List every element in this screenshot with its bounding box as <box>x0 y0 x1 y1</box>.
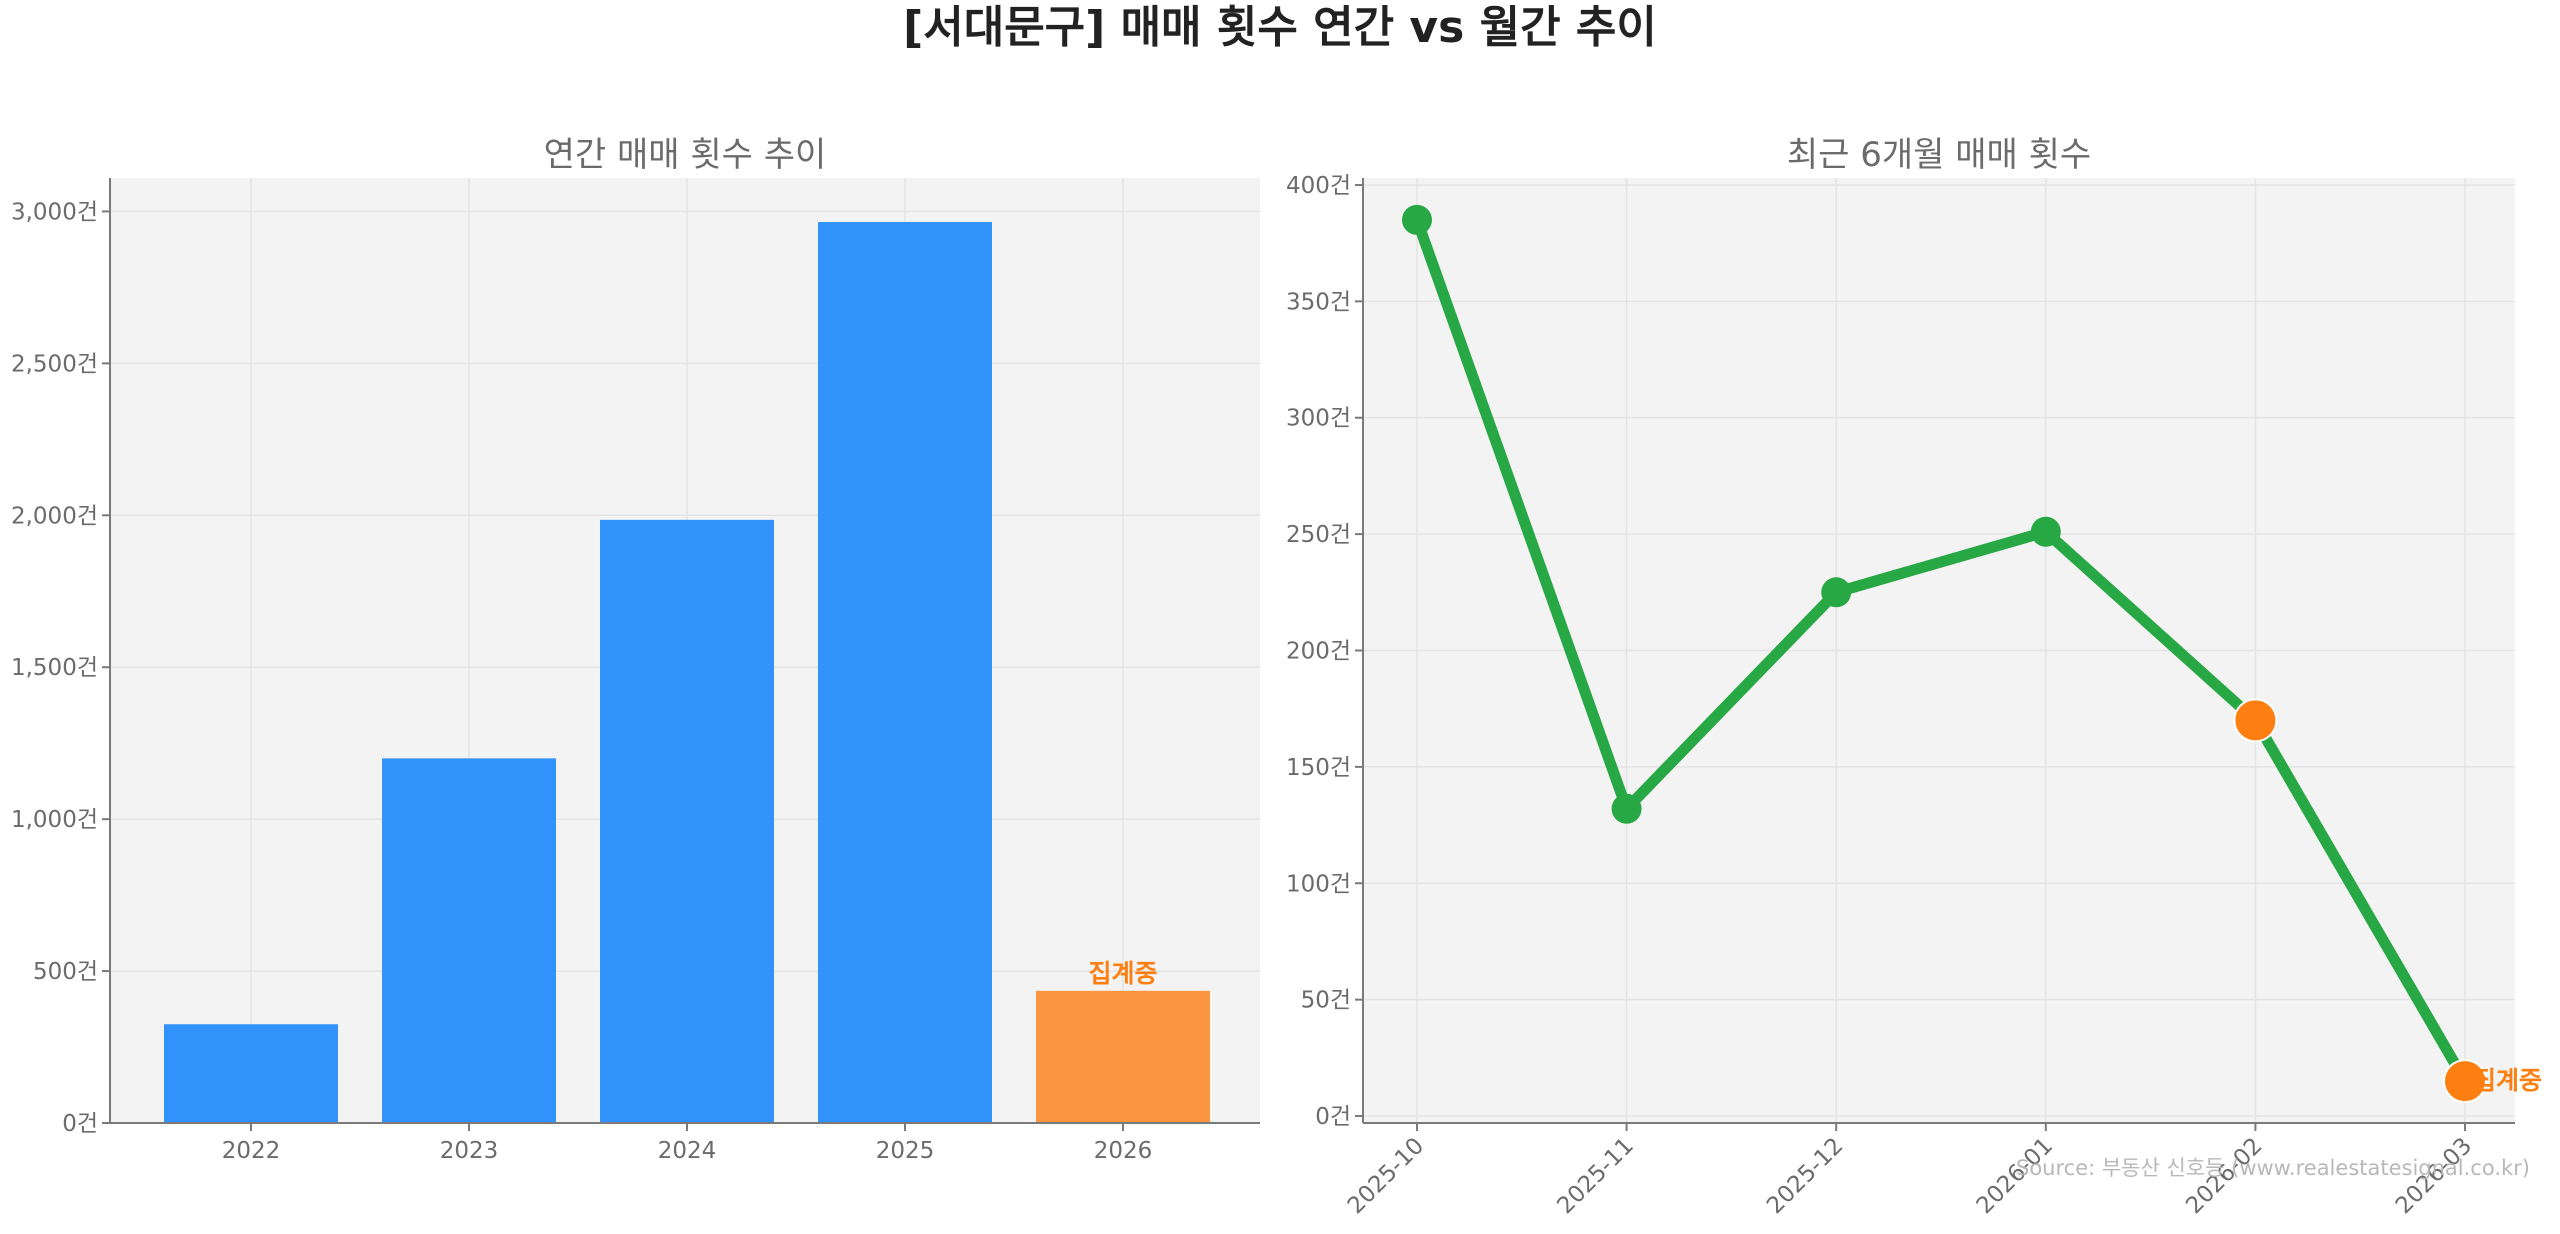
annual-x-tick-label: 2023 <box>440 1138 499 1164</box>
annual-y-tick-label: 500건 <box>33 959 98 985</box>
annual-partial-label: 집계중 <box>1088 959 1157 988</box>
monthly-point <box>2030 516 2061 547</box>
monthly-y-tick-label: 150건 <box>1286 755 1351 781</box>
monthly-y-tick-label: 100건 <box>1286 871 1351 897</box>
annual-y-tick-label: 1,500건 <box>11 655 98 681</box>
monthly-y-tick-label: 350건 <box>1286 289 1351 315</box>
annual-y-tick-label: 3,000건 <box>11 199 98 225</box>
monthly-point-partial <box>2443 1059 2487 1104</box>
monthly-y-tick-label: 0건 <box>1315 1104 1351 1130</box>
annual-bar <box>818 222 992 1124</box>
monthly-y-tick-label: 50건 <box>1301 988 1351 1014</box>
monthly-point-partial <box>2233 698 2278 743</box>
annual-y-tick-label: 0건 <box>62 1111 98 1137</box>
annual-y-tick-label: 2,000건 <box>11 503 98 529</box>
annual-bar <box>382 758 556 1123</box>
annual-x-tick-label: 2022 <box>222 1138 281 1164</box>
monthly-chart-title: 최근 6개월 매매 횟수 <box>1787 135 2091 175</box>
annual-y-tick-label: 1,000건 <box>11 807 98 833</box>
monthly-partial-label: 집계중 <box>2473 1066 2542 1095</box>
monthly-y-tick-label: 400건 <box>1286 173 1351 199</box>
monthly-series-line <box>1411 214 2471 1087</box>
monthly-y-tick-label: 300건 <box>1286 406 1351 432</box>
annual-bar-partial <box>1036 990 1210 1123</box>
annual-bar <box>164 1024 338 1123</box>
monthly-point <box>1611 793 1642 824</box>
monthly-point <box>1402 204 1432 235</box>
monthly-x-tick-label: 2025-11 <box>1552 1133 1638 1219</box>
annual-bar-chart: 연간 매매 횟수 추이 집계중 0건 500건 1,000건 1,500건 2,000건… <box>11 135 1260 1164</box>
annual-bar <box>600 519 774 1123</box>
monthly-y-tick-label: 200건 <box>1286 639 1351 665</box>
monthly-x-tick-label: 2025-12 <box>1762 1133 1848 1219</box>
monthly-line-chart: 최근 6개월 매매 횟수 집계중 0건 50건 100건 150건 200건 250건 30… <box>1286 135 2542 1219</box>
annual-x-tick-label: 2026 <box>1094 1138 1153 1164</box>
source-credit: Source: 부동산 신호등 (www.realestatesignal.co… <box>2016 1156 2530 1180</box>
annual-chart-title: 연간 매매 횟수 추이 <box>544 135 827 175</box>
annual-y-tick-label: 2,500건 <box>11 351 98 377</box>
monthly-y-tick-label: 250건 <box>1286 522 1351 548</box>
monthly-x-tick-label: 2025-10 <box>1343 1133 1429 1219</box>
annual-x-tick-label: 2024 <box>658 1138 717 1164</box>
monthly-point <box>1821 577 1852 608</box>
figure-title: [서대문구] 매매 횟수 연간 vs 월간 추이 <box>903 2 1657 53</box>
annual-x-tick-label: 2025 <box>876 1138 935 1164</box>
